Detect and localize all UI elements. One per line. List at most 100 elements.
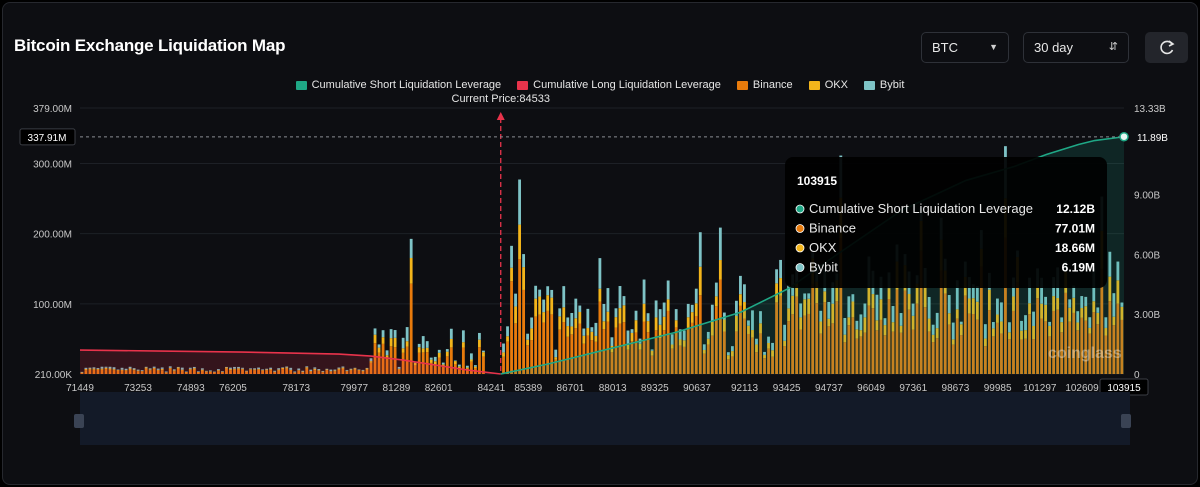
bar-binance [763, 358, 766, 374]
bar-bybit [730, 346, 734, 352]
bar-binance [855, 338, 859, 374]
bar-bybit [405, 327, 409, 342]
legend-label: Cumulative Long Liquidation Leverage [533, 79, 721, 91]
bar-okx [96, 368, 100, 370]
bar-binance [843, 342, 847, 374]
bar-binance [241, 369, 244, 374]
bar-bybit [996, 298, 999, 315]
bar-okx [297, 370, 301, 371]
bar-okx [863, 317, 867, 333]
bar-binance [678, 345, 682, 374]
symbol-select[interactable]: BTC ▼ [921, 32, 1009, 63]
bar-okx [534, 298, 538, 317]
bar-bybit [482, 350, 485, 353]
bar-okx [253, 369, 256, 371]
bar-binance [815, 303, 819, 374]
bar-bybit [112, 367, 116, 370]
bar-binance [979, 266, 983, 374]
bar-binance [445, 356, 449, 374]
bar-binance [1100, 268, 1104, 374]
bar-binance [1048, 336, 1052, 374]
bar-okx [156, 369, 160, 371]
bar-binance [606, 321, 610, 374]
bar-bybit [522, 254, 526, 268]
bar-bybit [879, 276, 883, 300]
bar-bybit [803, 293, 807, 300]
crosshair-left-label: 337.91M [28, 133, 67, 144]
bar-binance [341, 368, 345, 374]
bar-binance [662, 330, 666, 374]
tooltip-row-value: 6.19M [1062, 261, 1095, 275]
bar-binance [550, 314, 554, 374]
range-slider-left-handle[interactable] [74, 414, 84, 428]
legend-item-short[interactable]: Cumulative Short Liquidation Leverage [295, 79, 501, 91]
bar-binance [1040, 318, 1043, 374]
bar-okx [449, 338, 453, 348]
bar-okx [807, 298, 811, 314]
bar-binance [767, 348, 770, 374]
bar-binance [590, 340, 594, 374]
tooltip-box [785, 157, 1107, 288]
bar-okx [638, 343, 642, 350]
bar-okx [735, 315, 738, 332]
bar-bybit [502, 343, 505, 353]
bar-binance [811, 283, 815, 374]
bar-binance [84, 370, 88, 374]
bar-binance [1008, 339, 1011, 374]
legend-item-long[interactable]: Cumulative Long Liquidation Leverage [517, 79, 721, 91]
bar-binance [991, 336, 995, 374]
legend-item-okx[interactable]: OKX [808, 79, 848, 91]
x-tick-label: 102609 [1065, 383, 1099, 394]
legend-item-binance[interactable]: Binance [736, 79, 793, 91]
refresh-button[interactable] [1145, 32, 1188, 63]
bar-okx [550, 297, 554, 315]
bar-binance [698, 295, 702, 374]
bar-okx [393, 337, 397, 348]
bar-binance [213, 372, 216, 374]
bar-okx [666, 299, 670, 311]
bar-bybit [991, 322, 995, 329]
bar-binance [658, 338, 662, 374]
bar-binance [638, 349, 642, 374]
bar-binance [313, 370, 317, 374]
bar-bybit [863, 303, 867, 318]
bar-binance [204, 371, 208, 374]
bar-bybit [558, 308, 562, 317]
x-tick-label: 85389 [514, 383, 542, 394]
bar-okx [883, 325, 887, 336]
bar-okx [654, 317, 658, 331]
bar-okx [482, 352, 485, 357]
bar-bybit [1080, 296, 1084, 309]
bar-binance [1064, 292, 1068, 374]
bar-binance [237, 369, 240, 374]
bar-okx [1000, 321, 1003, 334]
bar-bybit [706, 331, 710, 339]
bar-bybit [465, 365, 469, 368]
bar-bybit [249, 368, 252, 370]
bar-okx [815, 281, 819, 304]
bar-okx [887, 288, 891, 300]
bar-bybit [783, 324, 787, 341]
bar-binance [847, 325, 851, 374]
bar-okx [241, 368, 244, 370]
legend-swatch [295, 80, 307, 90]
bar-bybit [80, 371, 84, 373]
bar-binance [1044, 321, 1048, 374]
bar-bybit [84, 367, 88, 370]
bar-binance [229, 370, 232, 374]
bar-okx [514, 306, 517, 324]
range-slider-right-handle[interactable] [1121, 414, 1131, 428]
bar-okx [265, 369, 269, 371]
bar-binance [1024, 338, 1027, 374]
bar-binance [690, 322, 694, 374]
bar-bybit [634, 310, 638, 321]
range-select[interactable]: 30 day ⇵ [1023, 32, 1129, 63]
bar-binance [927, 331, 931, 374]
bar-binance [1036, 298, 1039, 374]
bar-okx [453, 361, 457, 364]
legend-item-bybit[interactable]: Bybit [863, 79, 904, 91]
bar-bybit [574, 298, 578, 319]
bar-bybit [1076, 311, 1080, 323]
bar-okx [140, 370, 144, 372]
bar-bybit [530, 317, 534, 329]
